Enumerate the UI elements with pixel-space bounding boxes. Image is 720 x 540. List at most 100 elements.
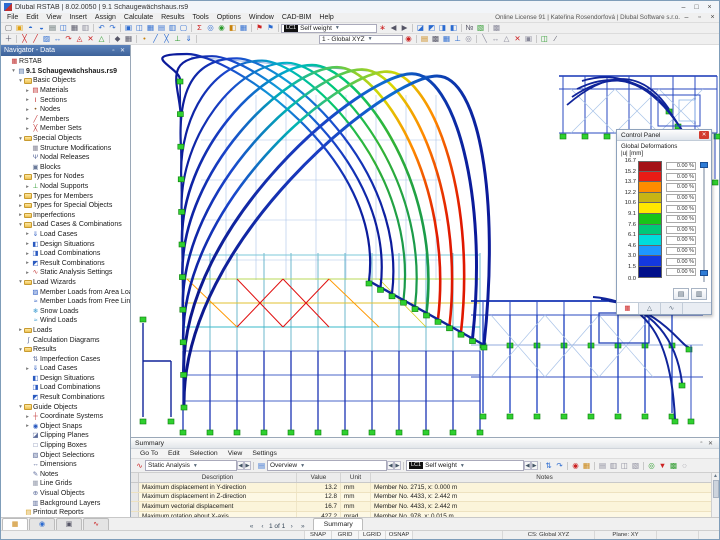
tree-expander-icon[interactable]: ▸ (19, 212, 22, 219)
table-view-icon[interactable]: ▤ (598, 460, 607, 470)
structural-model-3d-view[interactable] (131, 45, 720, 437)
summary-menu-settings[interactable]: Settings (252, 450, 277, 457)
tree-expander-icon[interactable]: ▸ (26, 97, 29, 104)
render-transparent-icon[interactable]: ◨ (438, 23, 447, 32)
move-icon[interactable]: ↔ (53, 34, 62, 43)
tree-item-structure-modifications[interactable]: ▦ Structure Modifications (1, 143, 130, 153)
box-icon[interactable]: ▣ (524, 34, 533, 43)
extrude-icon[interactable]: △ (98, 34, 105, 43)
tree-expander-icon[interactable]: ▾ (19, 77, 22, 84)
toggle-grid[interactable]: GRID (332, 531, 359, 539)
goto-table-icon[interactable]: ▦ (582, 460, 591, 470)
tree-item-imperfection-cases[interactable]: ⇅ Imperfection Cases (1, 354, 130, 364)
scale-color-swatch[interactable] (638, 224, 662, 236)
scale-color-swatch[interactable] (638, 182, 662, 193)
menu-insert[interactable]: Insert (69, 14, 87, 21)
tree-item-design-situations[interactable]: ◧ Design Situations (1, 374, 130, 384)
tree-item-load-wizards[interactable]: ▾ Load Wizards (1, 278, 130, 288)
tree-expander-icon[interactable]: ▾ (19, 279, 22, 286)
tree-expander-icon[interactable]: ▸ (26, 250, 29, 257)
control-panel-close-icon[interactable]: ✕ (699, 131, 709, 139)
export-table-icon[interactable]: ◫ (620, 460, 629, 470)
tree-item-notes[interactable]: ✎ Notes (1, 470, 130, 480)
table-row[interactable]: Maximum rotation about X-axis 427.2 mrad Me… (131, 511, 719, 517)
colors-icon[interactable]: ▧ (476, 23, 485, 32)
comment-icon[interactable]: △ (503, 34, 510, 43)
render-wire-icon[interactable]: ◩ (427, 23, 436, 32)
tree-expander-icon[interactable]: ▾ (12, 68, 15, 75)
minimize-button[interactable]: – (681, 3, 686, 11)
scale-color-swatch[interactable] (638, 256, 662, 267)
tree-expander-icon[interactable]: ▸ (26, 269, 29, 276)
work-plane-icon[interactable]: ◉ (405, 34, 412, 43)
tree-item-load-cases-combinations[interactable]: ▾ Load Cases & Combinations (1, 220, 130, 230)
undo-icon[interactable]: ↶ (98, 23, 105, 32)
check-model-icon[interactable]: ◎ (207, 23, 214, 32)
sync-selection-icon[interactable]: ⇅ (545, 460, 552, 470)
summary-header[interactable]: Summary ▫ ✕ (131, 438, 719, 449)
redo-icon[interactable]: ↷ (109, 23, 116, 32)
nav-tab-results[interactable]: ∿ (83, 518, 109, 530)
menu-window[interactable]: Window (248, 14, 274, 21)
tree-item-result-combinations[interactable]: ▸ ◩ Result Combinations (1, 258, 130, 268)
tree-expander-icon[interactable]: ▸ (26, 260, 29, 267)
lc-next-button[interactable]: ▶ (531, 461, 538, 470)
lc-prev-button[interactable]: ◀ (524, 461, 531, 470)
tree-expander-icon[interactable]: ▸ (26, 365, 29, 372)
edit-member-icon[interactable]: ╱ (33, 34, 38, 43)
delete-icon[interactable]: ✕ (87, 34, 94, 43)
tree-expander-icon[interactable]: ▸ (19, 202, 22, 209)
tree-item-object-snaps[interactable]: ▸ ◉ Object Snaps (1, 422, 130, 432)
tree-item-background-layers[interactable]: ▥ Background Layers (1, 498, 130, 508)
tree-item-types-for-special-objects[interactable]: ▸ Types for Special Objects (1, 201, 130, 211)
grid-on-icon[interactable]: ▦ (442, 34, 451, 43)
summary-sheet-tab[interactable]: Summary (313, 518, 364, 530)
new-node-icon[interactable]: • (143, 34, 146, 43)
tree-item-guide-objects[interactable]: ▾ Guide Objects (1, 402, 130, 412)
scale-range-slider[interactable] (700, 162, 708, 282)
window-isometric-icon[interactable]: ▦ (146, 23, 155, 32)
summary-menu-selection[interactable]: Selection (189, 450, 218, 457)
view-next-button[interactable]: ▶ (394, 461, 401, 470)
search-icon[interactable]: ◌ (682, 460, 687, 470)
coordinate-system-combo[interactable]: 1 - Global XYZ ▼ (319, 34, 403, 44)
guide-line-icon[interactable]: ╲ (482, 34, 487, 43)
freeze-icon[interactable]: ▥ (609, 460, 618, 470)
tree-item-members[interactable]: ▸ ╱ Members (1, 115, 130, 125)
tree-item-loads[interactable]: ▸ Loads (1, 326, 130, 336)
new-support-icon[interactable]: ⊥ (174, 34, 181, 43)
tree-expander-icon[interactable]: ▸ (26, 116, 29, 123)
mdi-minimize-button[interactable]: – (684, 14, 689, 21)
tree-item-coordinate-systems[interactable]: ▸ ┼ Coordinate Systems (1, 412, 130, 422)
tree-item-types-for-members[interactable]: ▸ Types for Members (1, 191, 130, 201)
flag-loads-icon[interactable]: ⚑ (256, 23, 263, 32)
menu-tools[interactable]: Tools (192, 14, 209, 21)
scale-color-swatch[interactable] (638, 235, 662, 246)
print-icon[interactable]: ▦ (70, 23, 79, 32)
summary-close-icon[interactable]: ✕ (707, 440, 714, 447)
tree-item-member-loads-from-area-load[interactable]: ▨ Member Loads from Area Load (1, 287, 130, 297)
select-icon[interactable]: ＋ (4, 34, 13, 43)
tree-item-nodes[interactable]: ▸ • Nodes (1, 105, 130, 115)
tree-item-load-cases[interactable]: ▸ ⇓ Load Cases (1, 230, 130, 240)
tree-item-types-for-nodes[interactable]: ▾ Types for Nodes (1, 172, 130, 182)
tree-item-clipping-boxes[interactable]: □ Clipping Boxes (1, 441, 130, 451)
tree-expander-icon[interactable]: ▾ (19, 404, 22, 411)
cp-print-scale-button[interactable]: ▤ (673, 287, 689, 300)
window-xy-icon[interactable]: ▥ (168, 23, 177, 32)
tree-item-wind-loads[interactable]: ≈ Wind Loads (1, 316, 130, 326)
tree-expander-icon[interactable]: ▾ (19, 173, 22, 180)
menu-results[interactable]: Results (161, 14, 185, 21)
navigator-pin-icon[interactable]: ▫ (112, 47, 115, 54)
sum-filter-icon[interactable]: ▧ (631, 460, 640, 470)
tree-expander-icon[interactable]: ▾ (19, 221, 22, 228)
toggle-lgrid[interactable]: LGRID (359, 531, 386, 539)
tree-item-sections[interactable]: ▸ Ⅰ Sections (1, 95, 130, 105)
tree-expander-icon[interactable]: ▾ (19, 346, 22, 353)
table-row[interactable]: Maximum displacement in Z-direction 12.8 m… (131, 492, 719, 503)
menu-view[interactable]: View (46, 14, 62, 21)
next-page-button[interactable]: › (290, 523, 293, 530)
edit-node-icon[interactable]: ╳ (22, 34, 27, 43)
render-solid-icon[interactable]: ◪ (416, 23, 425, 32)
new-window-icon[interactable]: ▥ (81, 23, 90, 32)
